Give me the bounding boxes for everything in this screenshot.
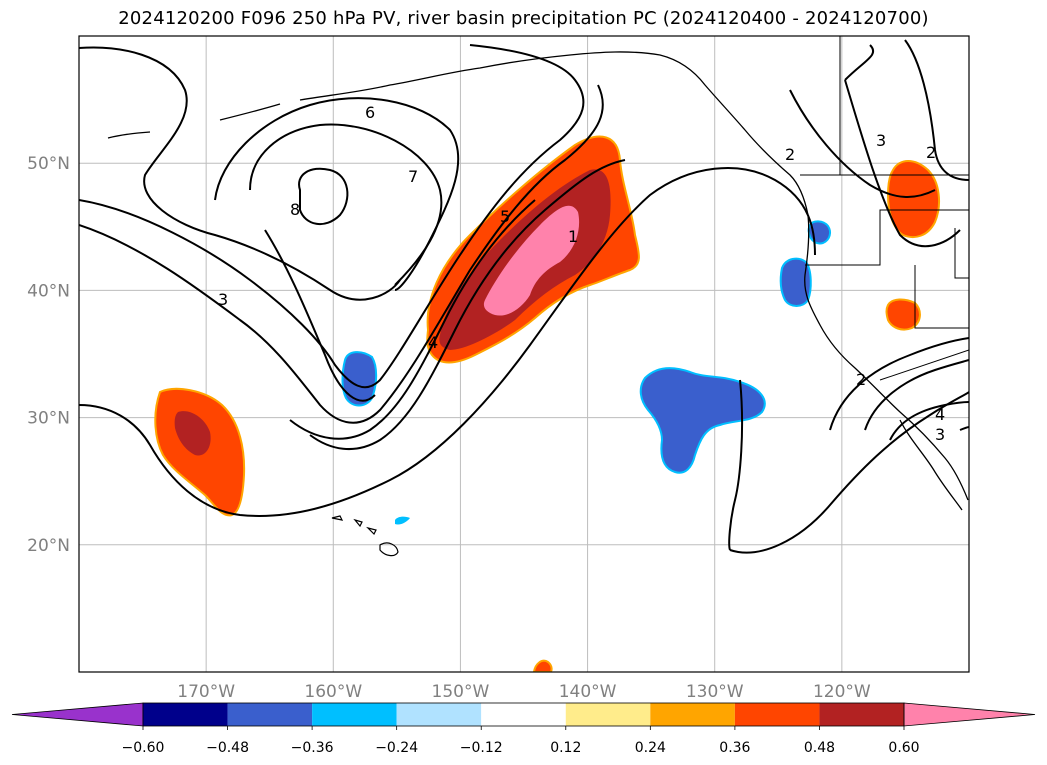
map-frame — [78, 35, 970, 673]
colorbar-segment — [565, 703, 651, 726]
contour-label: 6 — [365, 103, 375, 122]
latitude-labels: 50°N 40°N 30°N 20°N — [27, 154, 70, 556]
colorbar-segment — [481, 703, 566, 726]
coastlines — [107, 51, 969, 511]
longitude-label: 150°W — [432, 682, 490, 702]
map-title: 2024120200 F096 250 hPa PV, river basin … — [118, 8, 929, 29]
latitude-label: 50°N — [27, 154, 70, 174]
contour-label: 2 — [785, 145, 795, 164]
latitude-label: 20°N — [27, 536, 70, 556]
contour-label: 3 — [876, 131, 886, 150]
colorbar-segment — [396, 703, 482, 726]
colorbar-tick-label: −0.36 — [291, 740, 334, 756]
map-plot-area: 6 7 8 3 5 4 1 2 2 3 2 4 3 — [79, 36, 969, 672]
contour-label: 7 — [408, 167, 418, 186]
colorbar-tick-label: −0.12 — [460, 740, 503, 756]
longitude-label: 170°W — [177, 682, 235, 702]
colorbar-segment — [227, 703, 313, 726]
longitude-labels: 170°W 160°W 150°W 140°W 130°W 120°W — [177, 682, 871, 702]
colorbar-tick-labels: −0.60 −0.48 −0.36 −0.24 −0.12 0.12 0.24 0.36 0.4… — [122, 726, 920, 756]
contour-label: 4 — [428, 333, 438, 352]
colorbar-tick-label: −0.48 — [206, 740, 249, 756]
contour-label: 2 — [926, 143, 936, 162]
precip-positive-bottom — [532, 659, 553, 672]
contour-label: 3 — [218, 290, 228, 309]
contour-labels: 6 7 8 3 5 4 1 2 2 3 2 4 3 — [218, 103, 945, 444]
contour-label: 3 — [935, 425, 945, 444]
contour-label: 1 — [568, 227, 578, 246]
pv-contours — [79, 39, 969, 554]
colorbar-tick-label: −0.24 — [375, 740, 418, 756]
contour-label: 4 — [935, 405, 945, 424]
longitude-label: 130°W — [686, 682, 744, 702]
colorbar-extend-min — [11, 702, 144, 727]
contour-label: 2 — [856, 370, 866, 389]
colorbar-segment — [143, 703, 228, 726]
latitude-label: 40°N — [27, 281, 70, 301]
contour-label: 5 — [500, 207, 510, 226]
longitude-label: 140°W — [559, 682, 617, 702]
colorbar-segment — [819, 703, 904, 726]
colorbar-outline — [142, 702, 905, 727]
colorbar-extend-max — [903, 702, 1036, 727]
contour-label: 8 — [290, 200, 300, 219]
precip-subtropical-dark — [174, 411, 211, 456]
colorbar-tick-label: 0.12 — [550, 740, 581, 756]
longitude-label: 120°W — [813, 682, 871, 702]
precip-negative-central — [639, 367, 766, 474]
political-boundaries — [800, 36, 969, 381]
colorbar-segment — [734, 703, 820, 726]
colorbar-segment — [650, 703, 735, 726]
precip-negative-small — [395, 516, 410, 525]
hawaii-islands — [331, 515, 399, 557]
longitude-label: 160°W — [304, 682, 362, 702]
colorbar-tick-label: 0.36 — [719, 740, 750, 756]
colorbar-tick-label: 0.24 — [635, 740, 666, 756]
colorbar-tick-label: 0.60 — [888, 740, 919, 756]
precip-shading — [154, 135, 941, 672]
colorbar — [11, 702, 1036, 727]
precip-positive-inland-south — [885, 298, 921, 331]
colorbar-tick-label: 0.48 — [804, 740, 835, 756]
latitude-label: 30°N — [27, 409, 70, 429]
precip-plume-pink — [483, 205, 580, 316]
colorbar-segment — [312, 703, 397, 726]
colorbar-tick-label: −0.60 — [122, 740, 165, 756]
